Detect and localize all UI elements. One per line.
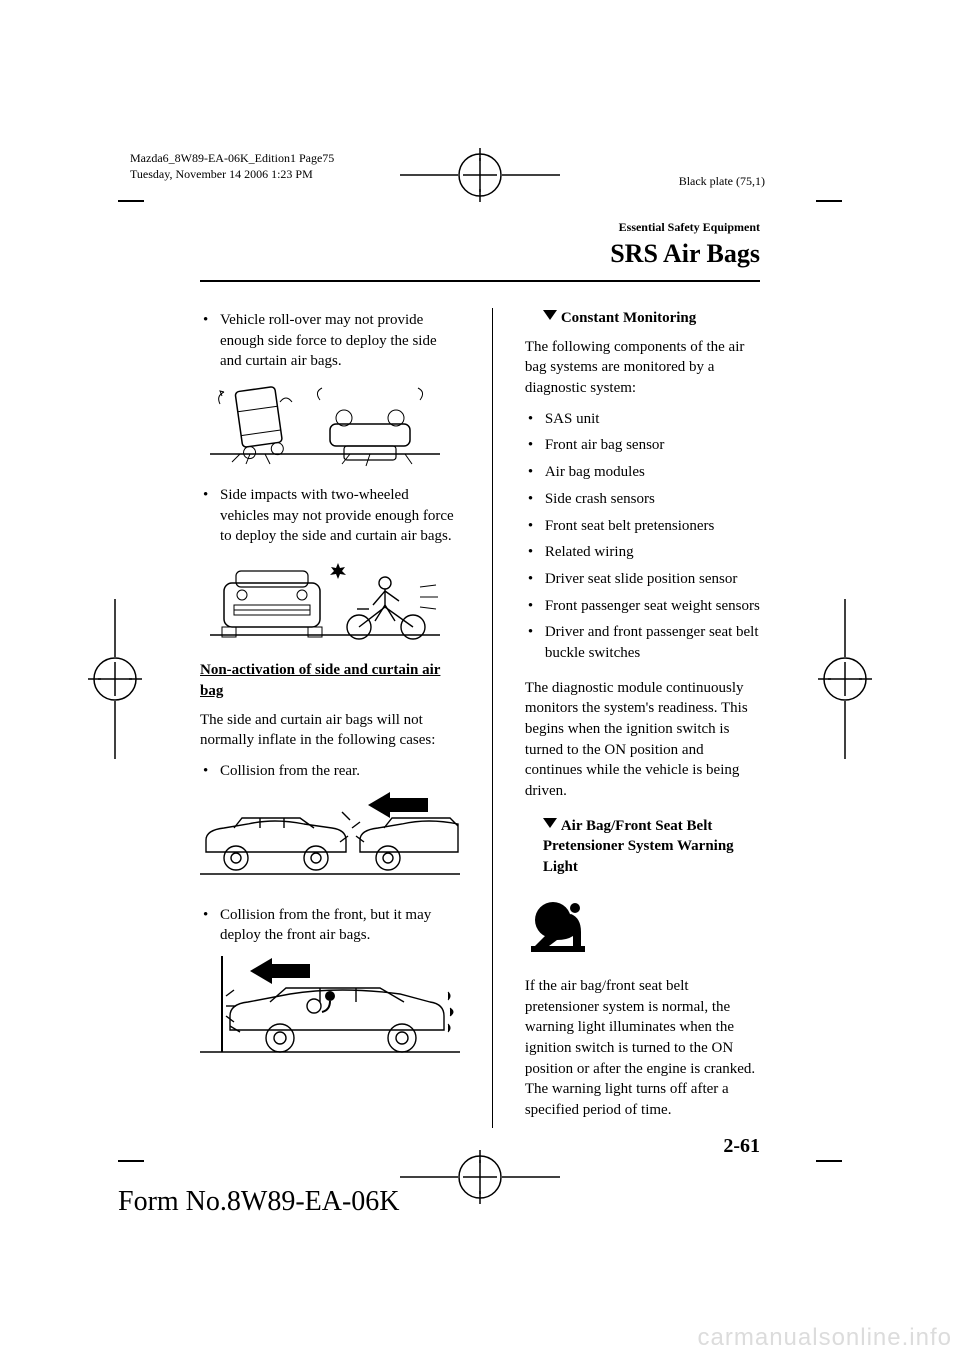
crop-tick [118, 200, 144, 202]
registration-mark-bottom [400, 1150, 560, 1204]
page-number: 2-61 [723, 1135, 760, 1158]
crop-tick [118, 1160, 144, 1162]
sec1-intro: The following components of the air bag … [525, 337, 762, 399]
figure-front-collision [200, 956, 460, 1051]
triangle-marker-icon [543, 818, 557, 828]
airbag-warning-light-icon [527, 896, 599, 956]
left-bullet-4: Collision from the front, but it may dep… [200, 905, 460, 946]
figure-rear-collision [200, 792, 460, 887]
list-item: Related wiring [525, 542, 762, 563]
sec2-title-text: Air Bag/Front Seat Belt Pretensioner Sys… [543, 818, 734, 875]
doc-id-line2: Tuesday, November 14 2006 1:23 PM [130, 166, 334, 182]
crop-tick [816, 200, 842, 202]
form-number: Form No.8W89-EA-06K [118, 1186, 400, 1218]
print-meta: Mazda6_8W89-EA-06K_Edition1 Page75 Tuesd… [130, 150, 334, 182]
watermark: carmanualsonline.info [698, 1324, 952, 1352]
left-subheading: Non-activation of side and curtain air b… [200, 660, 460, 701]
section-heading-warning-light: Air Bag/Front Seat Belt Pretensioner Sys… [525, 816, 762, 878]
figure-rollover [210, 382, 440, 467]
left-bullet-1: Vehicle roll-over may not provide enough… [200, 310, 460, 372]
header-category: Essential Safety Equipment [610, 220, 760, 235]
sec1-para2: The diagnostic module continuously monit… [525, 678, 762, 802]
registration-mark-right [818, 599, 872, 759]
figure-twowheel-impact [210, 557, 440, 642]
registration-mark-top [400, 148, 560, 202]
list-item: Driver seat slide position sensor [525, 569, 762, 590]
list-item: Side crash sensors [525, 489, 762, 510]
left-bullet-2: Side impacts with two-wheeled vehicles m… [200, 485, 460, 547]
left-sub-intro: The side and curtain air bags will not n… [200, 710, 460, 751]
crop-tick [816, 1160, 842, 1162]
doc-id-line1: Mazda6_8W89-EA-06K_Edition1 Page75 [130, 150, 334, 166]
header-title: SRS Air Bags [610, 239, 760, 269]
section-heading-constant-monitoring: Constant Monitoring [525, 308, 762, 329]
header-rule [200, 280, 760, 282]
list-item: SAS unit [525, 409, 762, 430]
right-column: Constant Monitoring The following compon… [525, 308, 762, 1128]
list-item: Front air bag sensor [525, 435, 762, 456]
content-columns: Vehicle roll-over may not provide enough… [200, 308, 762, 1128]
left-column: Vehicle roll-over may not provide enough… [200, 308, 460, 1128]
column-divider [492, 308, 493, 1128]
list-item: Front seat belt pretensioners [525, 516, 762, 537]
black-plate-label: Black plate (75,1) [679, 174, 765, 189]
page-container: Mazda6_8W89-EA-06K_Edition1 Page75 Tuesd… [0, 0, 960, 1358]
sec1-title-text: Constant Monitoring [561, 310, 696, 326]
left-bullet-3: Collision from the rear. [200, 761, 460, 782]
monitoring-list: SAS unit Front air bag sensor Air bag mo… [525, 409, 762, 664]
registration-mark-left [88, 599, 142, 759]
page-header: Essential Safety Equipment SRS Air Bags [610, 220, 760, 269]
sec2-para: If the air bag/front seat belt pretensio… [525, 976, 762, 1121]
triangle-marker-icon [543, 310, 557, 320]
list-item: Front passenger seat weight sensors [525, 596, 762, 617]
list-item: Driver and front passenger seat belt buc… [525, 622, 762, 663]
list-item: Air bag modules [525, 462, 762, 483]
